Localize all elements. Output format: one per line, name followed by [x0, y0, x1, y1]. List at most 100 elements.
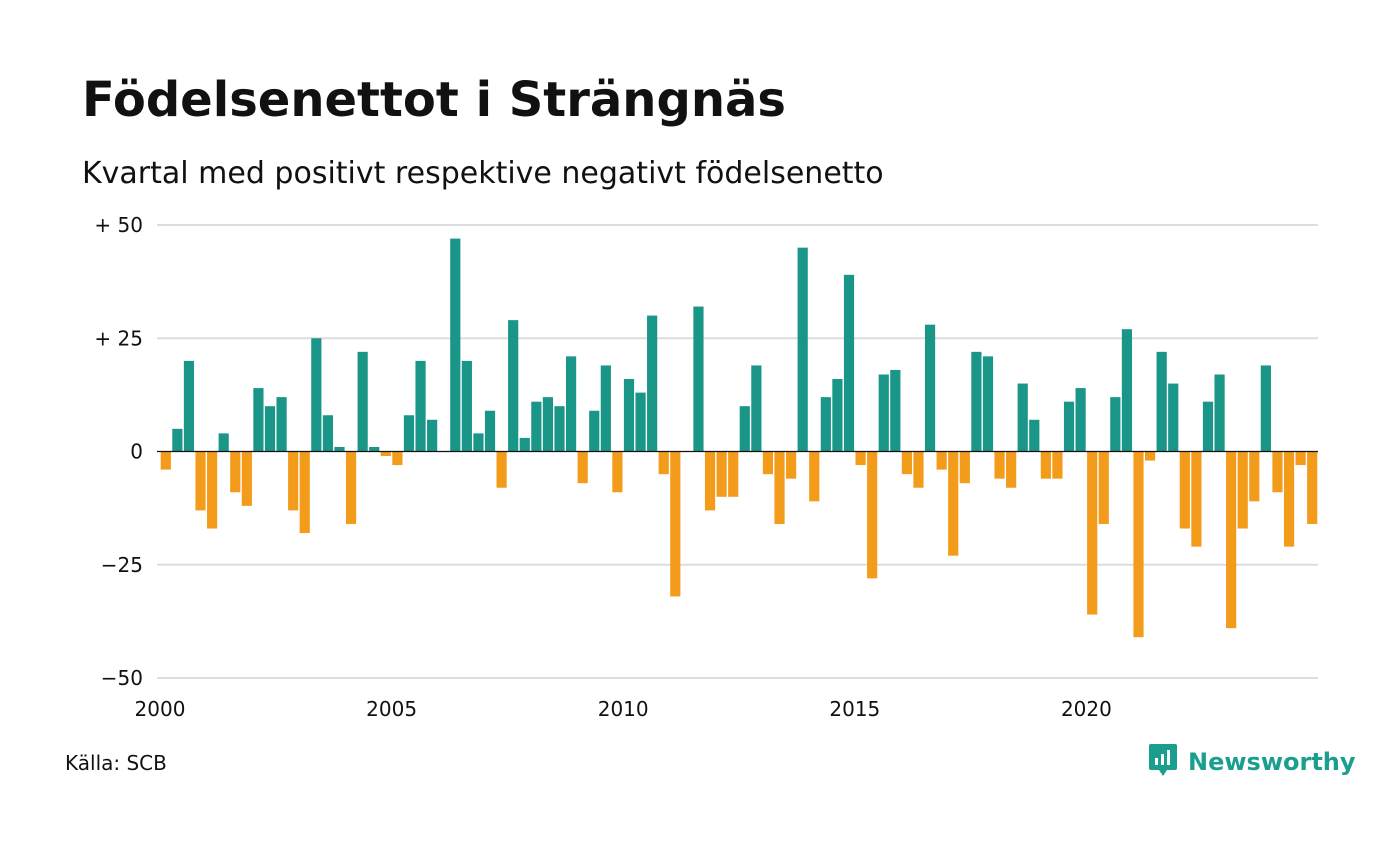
bar-positive — [820, 397, 831, 452]
bar-positive — [739, 406, 750, 452]
bar-positive — [554, 406, 565, 452]
bar-negative — [1249, 451, 1260, 502]
bar-positive — [1168, 383, 1179, 452]
bar-negative — [1144, 451, 1156, 461]
bar-negative — [1191, 451, 1202, 547]
bar-negative — [288, 451, 299, 511]
bar-positive — [565, 356, 577, 452]
bar-negative — [994, 451, 1005, 479]
bar-negative — [241, 451, 252, 506]
y-tick-label: −25 — [101, 553, 143, 577]
bar-negative — [901, 451, 912, 475]
bar-positive — [1260, 365, 1271, 452]
bar-positive — [264, 406, 276, 452]
bar-negative — [809, 451, 820, 502]
bar-negative — [207, 451, 218, 529]
bar-positive — [693, 306, 704, 452]
bar-positive — [1063, 401, 1075, 452]
bar-negative — [959, 451, 970, 484]
bar-negative — [913, 451, 924, 488]
bar-positive — [473, 433, 484, 452]
bar-positive — [797, 247, 808, 452]
bar-negative — [160, 451, 171, 470]
bar-negative — [345, 451, 357, 524]
bar-positive — [334, 446, 345, 452]
bar-negative — [762, 451, 774, 475]
newsworthy-logo-icon — [1148, 742, 1178, 782]
y-tick-label: 0 — [130, 440, 143, 464]
bars — [160, 238, 1318, 638]
x-tick-label: 2005 — [366, 697, 417, 721]
bar-positive — [519, 437, 530, 452]
bar-positive — [1075, 388, 1086, 452]
bar-negative — [936, 451, 947, 470]
bar-positive — [647, 315, 658, 452]
page-title: Födelsenettot i Strängnäs — [82, 72, 786, 128]
bar-positive — [589, 410, 600, 452]
bar-positive — [542, 397, 554, 452]
bar-positive — [1156, 351, 1167, 452]
bar-positive — [461, 360, 472, 452]
bar-positive — [403, 415, 415, 452]
bar-positive — [971, 351, 982, 452]
bar-positive — [600, 365, 611, 452]
y-tick-label: + 50 — [94, 213, 143, 237]
bar-positive — [415, 360, 426, 452]
bar-negative — [786, 451, 797, 479]
bar-positive — [1110, 397, 1121, 452]
bar-positive — [1029, 419, 1040, 452]
x-tick-label: 2000 — [135, 697, 186, 721]
bar-negative — [1006, 451, 1017, 488]
bar-positive — [508, 320, 519, 452]
bar-positive — [369, 446, 380, 452]
bar-negative — [658, 451, 669, 475]
bar-positive — [751, 365, 762, 452]
bar-negative — [1040, 451, 1051, 479]
bar-positive — [1121, 329, 1133, 452]
page-subtitle: Kvartal med positivt respektive negativt… — [82, 156, 884, 191]
bar-positive — [484, 410, 496, 452]
bar-negative — [195, 451, 206, 511]
bar-positive — [427, 419, 438, 452]
bar-negative — [577, 451, 588, 484]
bar-negative — [1087, 451, 1098, 615]
bar-positive — [1202, 401, 1214, 452]
bar-negative — [1295, 451, 1306, 466]
bar-positive — [1017, 383, 1028, 452]
bar-negative — [1226, 451, 1237, 629]
bar-negative — [704, 451, 716, 511]
newsworthy-logo[interactable]: Newsworthy — [1148, 744, 1356, 780]
axes: + 50 + 25 0 −25 −50 2000 2005 2010 2015 2020 — [94, 213, 1318, 721]
bar-negative — [299, 451, 310, 534]
bar-negative — [716, 451, 727, 497]
bar-negative — [1237, 451, 1248, 529]
bar-positive — [843, 274, 855, 452]
bar-negative — [380, 451, 391, 457]
bar-negative — [1307, 451, 1318, 524]
bar-positive — [890, 369, 901, 452]
bar-positive — [172, 428, 183, 452]
bar-positive — [311, 338, 322, 452]
bar-positive — [623, 379, 635, 452]
source-note: Källa: SCB — [65, 751, 167, 775]
bar-negative — [496, 451, 507, 488]
bar-negative — [1098, 451, 1109, 524]
bar-negative — [774, 451, 785, 524]
bar-negative — [1272, 451, 1283, 493]
bar-positive — [878, 374, 889, 452]
bar-negative — [612, 451, 623, 493]
bar-negative — [1052, 451, 1063, 479]
bar-negative — [728, 451, 739, 497]
bar-negative — [867, 451, 878, 579]
bar-positive — [357, 351, 368, 452]
bar-positive — [1214, 374, 1225, 452]
bar-positive — [183, 360, 195, 452]
logo-text: Newsworthy — [1188, 748, 1356, 776]
bar-positive — [531, 401, 542, 452]
bar-positive — [218, 433, 229, 452]
bar-negative — [855, 451, 866, 466]
bar-negative — [1283, 451, 1295, 547]
bar-positive — [635, 392, 646, 452]
